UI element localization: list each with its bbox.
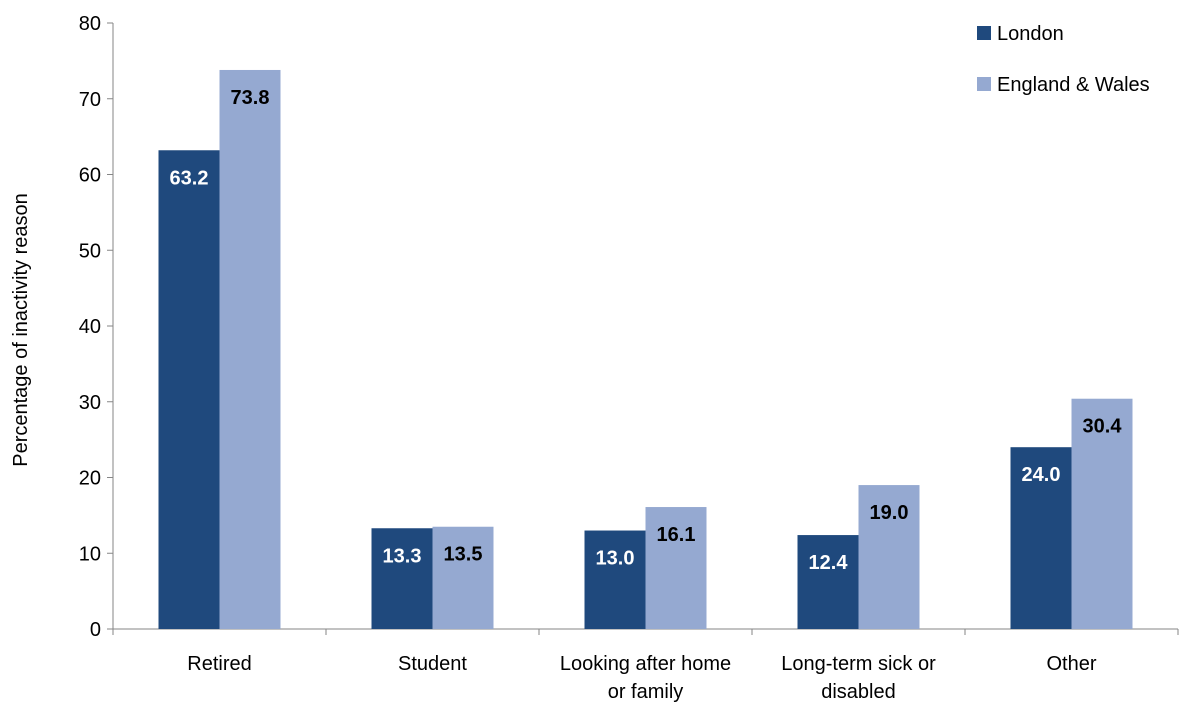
bar-data-label: 19.0 bbox=[870, 502, 909, 524]
bar-data-label: 63.2 bbox=[170, 167, 209, 189]
bar-data-label: 13.5 bbox=[444, 544, 483, 566]
bar bbox=[1071, 398, 1133, 629]
bar-data-label: 73.8 bbox=[231, 87, 270, 109]
bar bbox=[797, 535, 859, 629]
axes: 0 10 20 30 40 50 60 70 80 Retired Student Looking a… bbox=[79, 13, 1179, 703]
legend-swatch bbox=[977, 26, 991, 40]
legend-label: England & Wales bbox=[997, 74, 1150, 96]
y-tick-label: 20 bbox=[79, 468, 101, 490]
bar bbox=[219, 69, 281, 630]
bar bbox=[158, 150, 220, 629]
y-tick-label: 10 bbox=[79, 543, 101, 565]
legend-label: London bbox=[997, 23, 1064, 45]
bar-data-label: 13.3 bbox=[383, 545, 422, 567]
data-labels: 63.2 13.3 13.0 12.4 24.0 73.8 13.5 16.1 19.0 30.4 bbox=[170, 87, 1123, 574]
y-tick-label: 60 bbox=[79, 165, 101, 187]
bar-data-label: 13.0 bbox=[596, 548, 635, 570]
bar bbox=[432, 526, 494, 629]
y-tick-label: 0 bbox=[90, 619, 101, 641]
bar bbox=[858, 485, 920, 629]
bars bbox=[158, 69, 1133, 630]
y-tick-label: 30 bbox=[79, 392, 101, 414]
bar-data-label: 30.4 bbox=[1083, 416, 1123, 438]
x-category-label: Retired bbox=[187, 653, 251, 675]
bar-data-label: 24.0 bbox=[1022, 464, 1061, 486]
bar-data-label: 12.4 bbox=[809, 552, 849, 574]
legend-swatch bbox=[977, 77, 991, 91]
x-category-label: Student bbox=[398, 653, 467, 675]
y-tick-label: 40 bbox=[79, 316, 101, 338]
y-tick-label: 80 bbox=[79, 13, 101, 35]
bar bbox=[1010, 447, 1072, 629]
bar-data-label: 16.1 bbox=[657, 524, 696, 546]
legend: London England & Wales bbox=[977, 23, 1150, 96]
y-tick-label: 70 bbox=[79, 89, 101, 111]
bar bbox=[371, 528, 433, 629]
x-category-label: Other bbox=[1046, 653, 1096, 675]
x-category-label: Looking after home or family bbox=[560, 653, 731, 703]
bar bbox=[584, 530, 646, 629]
x-category-label: Long-term sick or disabled bbox=[781, 653, 936, 703]
bar bbox=[645, 507, 707, 629]
y-axis-title: Percentage of inactivity reason bbox=[10, 193, 32, 467]
y-tick-label: 50 bbox=[79, 240, 101, 262]
